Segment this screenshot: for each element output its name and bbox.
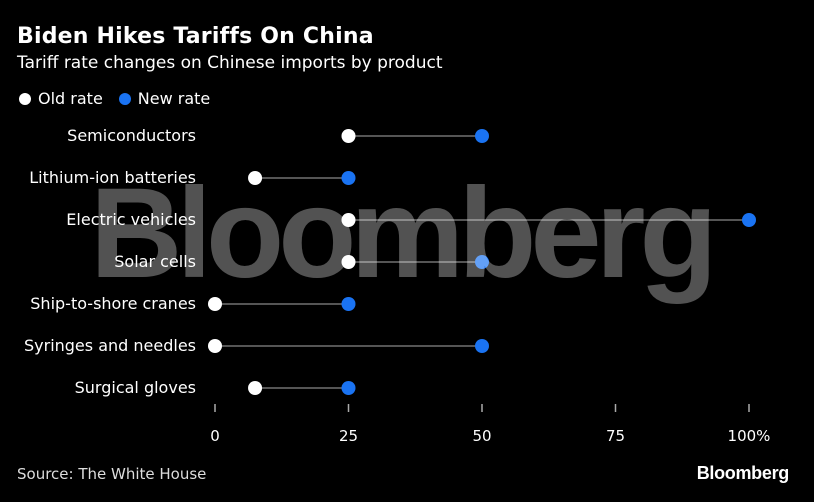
category-label: Solar cells xyxy=(114,252,196,271)
category-label: Lithium-ion batteries xyxy=(29,168,196,187)
old-rate-point xyxy=(208,297,222,311)
chart-subtitle: Tariff rate changes on Chinese imports b… xyxy=(17,53,443,73)
new-rate-point xyxy=(341,297,356,311)
old-rate-point xyxy=(341,213,356,227)
new-rate-point xyxy=(475,255,489,269)
new-rate-point xyxy=(475,129,489,143)
x-tick-label: 75 xyxy=(606,427,625,445)
category-label: Ship-to-shore cranes xyxy=(30,294,196,313)
x-tick-label: 100% xyxy=(728,427,771,445)
new-rate-point xyxy=(341,171,356,185)
source-note: Source: The White House xyxy=(17,465,207,483)
legend-item-old: Old rate xyxy=(19,89,103,108)
new-rate-point xyxy=(341,381,356,395)
old-rate-point xyxy=(248,171,263,185)
legend-old-label: Old rate xyxy=(38,89,103,108)
new-rate-point xyxy=(742,213,756,227)
category-label: Electric vehicles xyxy=(66,210,196,229)
old-rate-point xyxy=(341,255,356,269)
x-tick-label: 0 xyxy=(210,427,220,445)
legend-item-new: New rate xyxy=(118,89,211,108)
category-label: Semiconductors xyxy=(67,126,196,145)
legend-old-marker xyxy=(19,92,31,105)
old-rate-point xyxy=(208,339,222,353)
brand-logo: Bloomberg xyxy=(696,463,790,483)
category-label: Surgical gloves xyxy=(75,378,196,397)
old-rate-point xyxy=(341,129,356,143)
new-rate-point xyxy=(475,339,489,353)
legend-new-label: New rate xyxy=(137,89,211,108)
category-label: Syringes and needles xyxy=(24,336,196,355)
legend-new-marker xyxy=(118,92,131,105)
chart-title: Biden Hikes Tariffs On China xyxy=(17,24,374,49)
legend: Old rate New rate xyxy=(19,89,226,108)
x-tick-label: 50 xyxy=(472,427,491,445)
x-tick-label: 25 xyxy=(339,427,358,445)
old-rate-point xyxy=(248,381,263,395)
